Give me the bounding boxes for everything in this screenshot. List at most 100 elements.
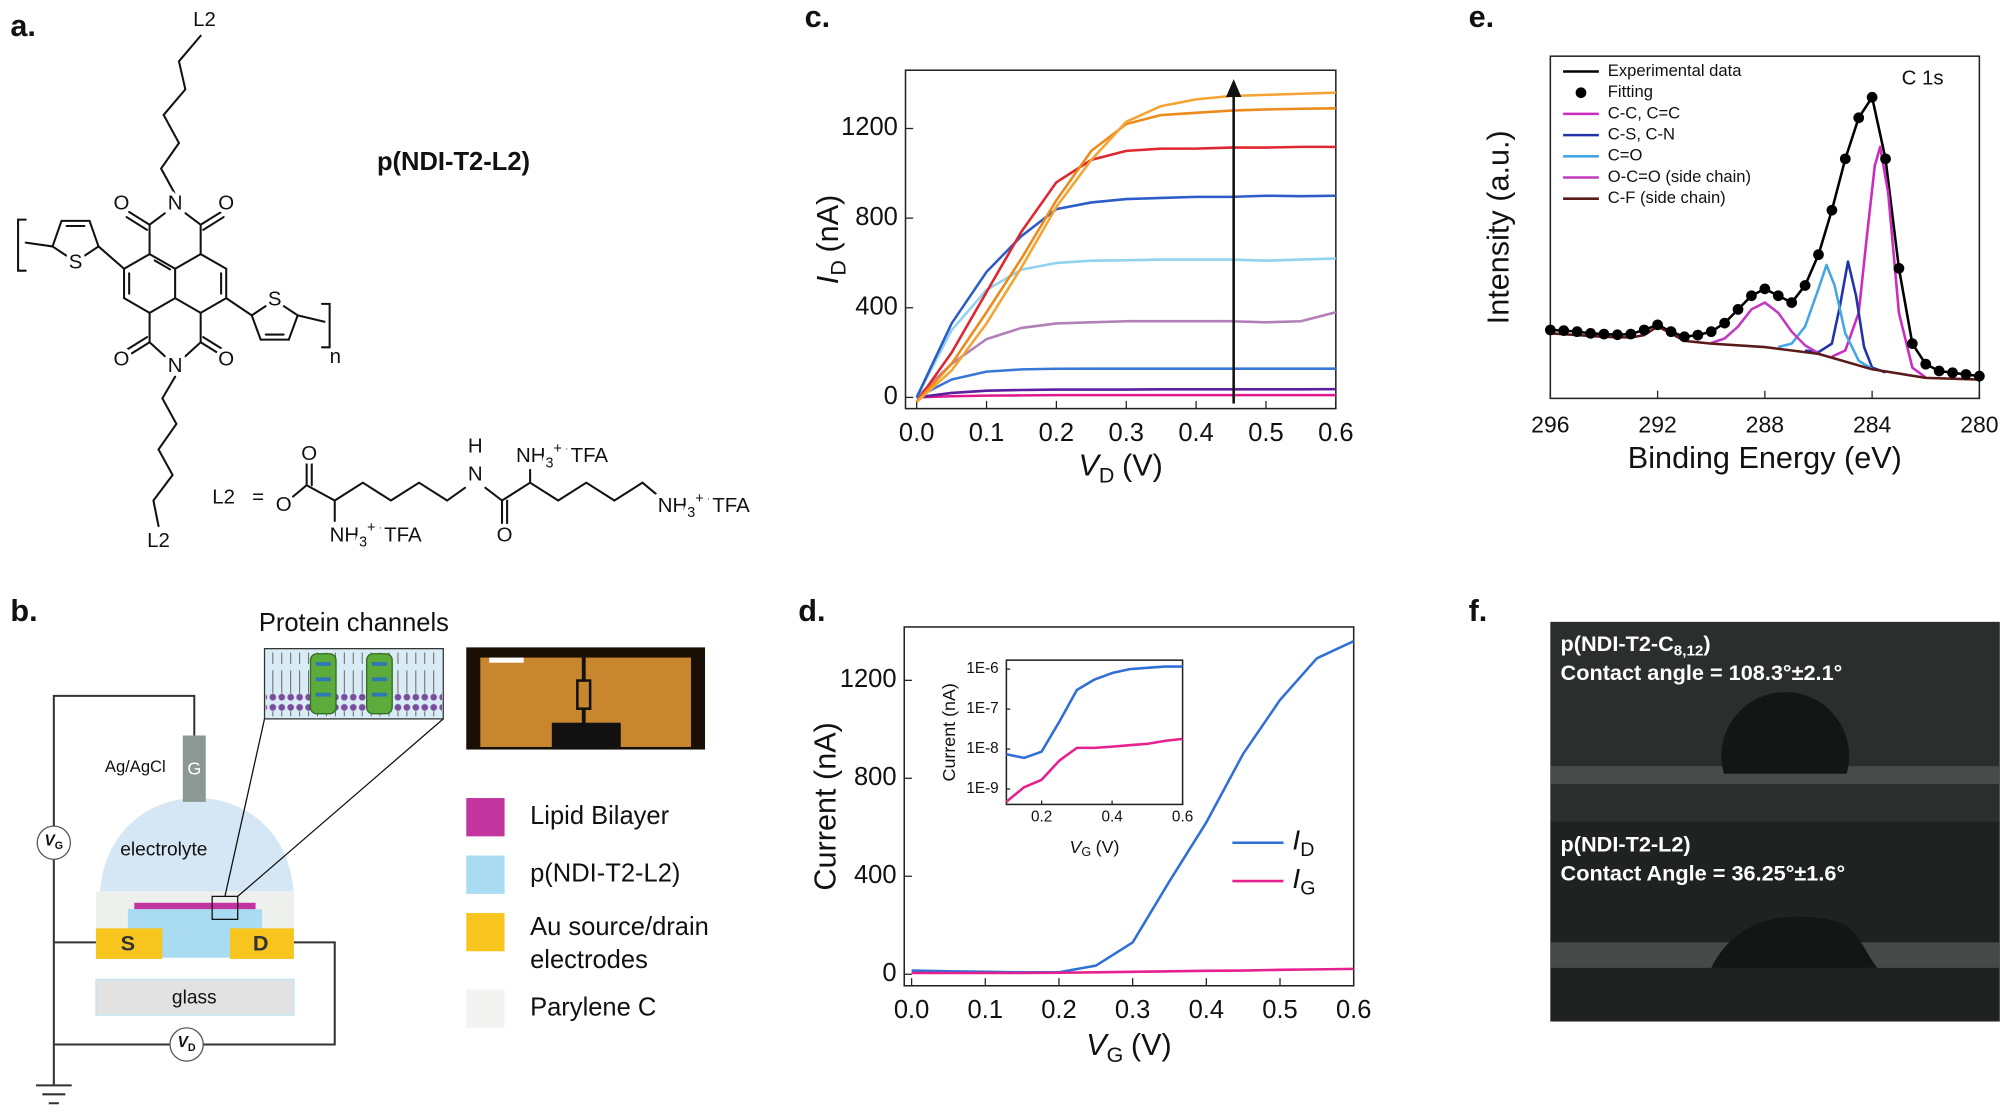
bond	[225, 297, 253, 317]
y-axis-label-part: (nA)	[811, 195, 845, 253]
y-tick-label: 1E-8	[966, 740, 998, 757]
y-tick-label: 400	[855, 293, 898, 321]
annotation: C 1s	[1902, 68, 1944, 90]
legend-swatch	[466, 798, 505, 837]
bond	[148, 297, 177, 314]
atom: N	[168, 355, 183, 377]
bond	[128, 210, 151, 226]
data-point	[1638, 324, 1650, 336]
data-point	[1866, 91, 1878, 103]
x-axis-label: VG (V)	[1086, 1028, 1172, 1067]
ammonium-group-part: NH	[658, 495, 688, 517]
x-axis-label-part: (V)	[1122, 448, 1163, 482]
legend-label: electrodes	[530, 946, 648, 974]
data-point	[1772, 290, 1784, 302]
source-label: S	[121, 931, 135, 956]
ammonium-group-part: + -	[554, 441, 571, 457]
data-point	[1759, 283, 1771, 295]
y-tick-label: 1E-6	[966, 660, 998, 677]
data-point	[1679, 331, 1690, 343]
y-axis-label-part: D	[826, 260, 850, 275]
bond	[250, 314, 262, 341]
x-axis-label: Binding Energy (eV)	[1628, 441, 1902, 475]
legend-label: C=O	[1608, 146, 1643, 165]
bond	[290, 484, 308, 500]
scale-bar	[489, 657, 524, 663]
atom: O	[301, 443, 317, 465]
ammonium-group-part: TFA	[571, 446, 609, 468]
data-point	[1799, 280, 1811, 291]
panel-label: d.	[798, 594, 825, 628]
y-axis-label-part: I	[811, 275, 845, 284]
panel-label: c.	[805, 0, 831, 34]
legend-label-part: G	[1300, 878, 1315, 900]
bond	[152, 375, 178, 528]
legend-label: Fitting	[1608, 82, 1653, 101]
x-tick-label: 0.5	[1248, 419, 1283, 447]
data-point	[1880, 153, 1891, 165]
data-point	[1598, 328, 1610, 340]
bond	[125, 336, 149, 351]
atom: O	[218, 348, 234, 370]
legend-swatch	[466, 912, 505, 952]
source-electrode	[95, 928, 163, 959]
y-tick-label: 800	[854, 763, 897, 791]
x-axis-label-part: (V)	[1096, 837, 1120, 857]
data-line	[915, 145, 1336, 403]
y-tick-label: 1E-7	[966, 700, 998, 717]
legend-label: p(NDI-T2-L2)	[530, 859, 680, 887]
legend-swatch	[466, 989, 505, 1028]
bond	[17, 218, 27, 272]
x-axis-label: VD (V)	[1078, 448, 1162, 487]
bond	[51, 245, 77, 263]
legend-swatch	[466, 855, 505, 894]
x-tick-label: 0.2	[1039, 419, 1074, 447]
sample-name: p(NDI-T2-C8,12)	[1561, 631, 1711, 660]
x-tick-label: 292	[1638, 412, 1676, 438]
x-axis-label-part: G	[1107, 1043, 1124, 1067]
droplet	[1721, 692, 1850, 774]
x-axis-label-part: (V)	[1131, 1028, 1172, 1062]
y-axis-label: ID (nA)	[811, 195, 850, 285]
bond	[24, 241, 54, 248]
repeat-unit: n	[330, 346, 341, 368]
data-line	[916, 387, 1336, 399]
protein-channel	[309, 653, 337, 715]
bond	[125, 216, 149, 231]
polymer-name: p(NDI-T2-L2)	[377, 148, 530, 176]
data-line	[911, 639, 1355, 974]
atom: H	[468, 435, 483, 457]
data-point	[1719, 317, 1730, 329]
channel-stripes	[315, 662, 388, 697]
droplet	[1711, 916, 1878, 968]
zoom-lines	[224, 718, 444, 897]
measurement: Contact Angle = 36.25°±1.6°	[1561, 860, 1846, 885]
contact-angle-photos	[1550, 621, 2000, 1022]
data-point	[1665, 326, 1677, 338]
data-line	[911, 967, 1354, 975]
atom: O	[114, 348, 130, 370]
plot-frame	[903, 626, 1355, 987]
x-tick-label: 0.4	[1101, 808, 1123, 825]
x-axis-label-part: V	[1086, 1028, 1109, 1062]
chart: 0.2 0.4 0.6 1E-9 1E-8 1E-7 1E-6 VG (V) Current (n…	[939, 659, 1193, 860]
x-tick-label: 0.0	[894, 996, 929, 1024]
x-axis-label-part: V	[1078, 448, 1101, 482]
x-axis-label-part: V	[1070, 837, 1084, 857]
legend-label: Experimental data	[1608, 61, 1742, 80]
device-schematic	[35, 647, 706, 1105]
atom: S	[268, 288, 282, 310]
legend-label: IG	[1292, 863, 1315, 899]
bond	[184, 341, 202, 358]
measurement: Contact angle = 108.3°±2.1°	[1561, 660, 1843, 685]
panel-label: f.	[1469, 594, 1488, 628]
ammonium-group-part: TFA	[384, 525, 422, 547]
y-axis-label: Current (nA)	[809, 722, 843, 890]
y-tick-label: 400	[854, 861, 897, 889]
y-tick-label: 1200	[841, 113, 898, 141]
bond	[174, 253, 202, 270]
x-tick-label: 296	[1531, 412, 1569, 438]
atom: N	[468, 463, 483, 485]
